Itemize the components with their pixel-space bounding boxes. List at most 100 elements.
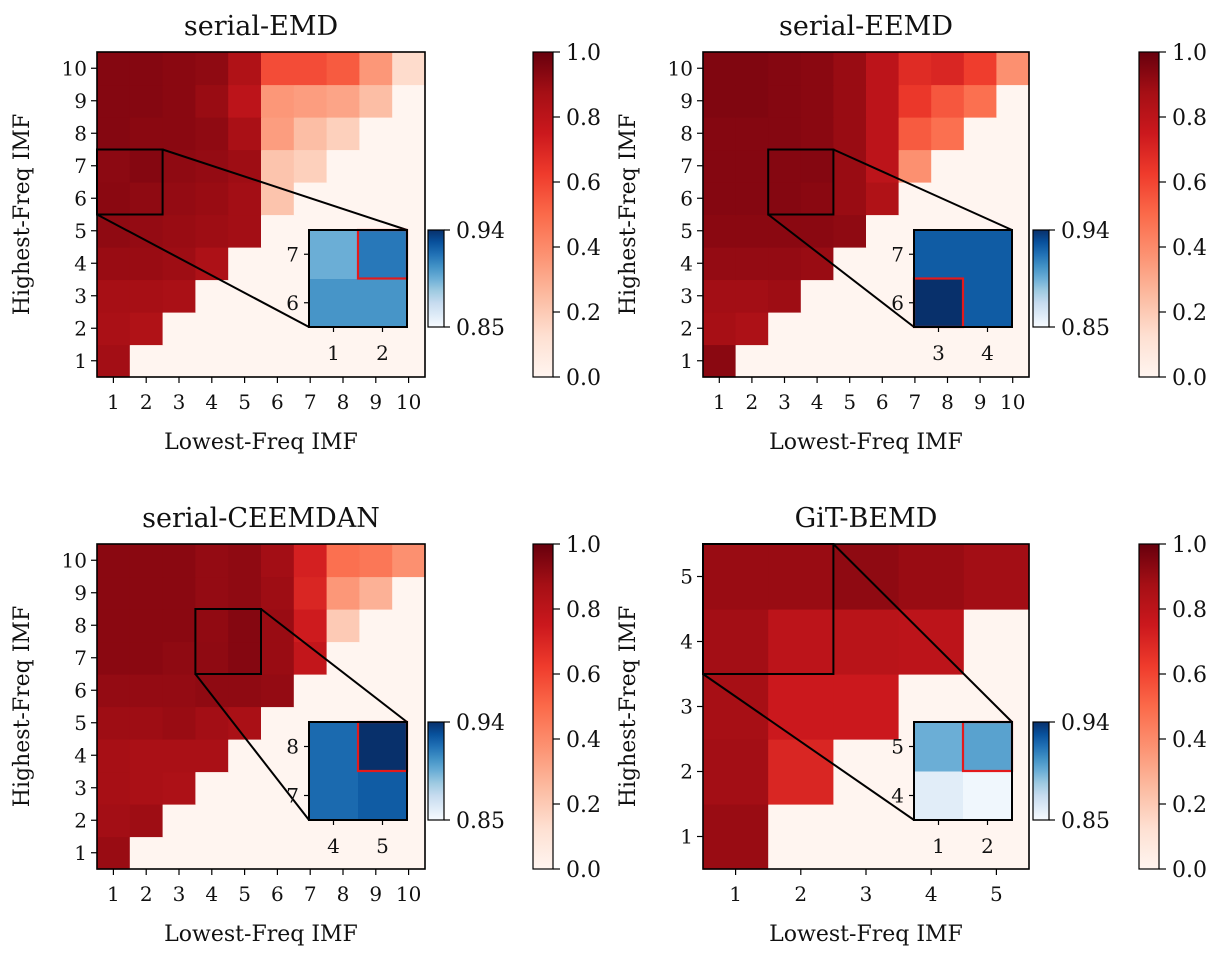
heatmap-cell (129, 84, 164, 118)
colorbar-tick-label: 0.6 (1172, 171, 1207, 196)
x-tick-label: 9 (974, 390, 987, 414)
axes-frame (96, 543, 426, 870)
heatmap-cell (898, 84, 932, 118)
heatmap-cell (768, 247, 802, 281)
heatmap-cell (392, 544, 426, 578)
heatmap-cell (996, 344, 1030, 378)
inset-x-tick-label: 3 (932, 341, 945, 365)
heatmap-cell (359, 149, 393, 183)
heatmap-cell (326, 641, 360, 675)
y-tick-label: 4 (74, 743, 87, 767)
y-tick-label: 5 (74, 219, 87, 243)
heatmap-cell (833, 52, 867, 86)
heatmap-cell (898, 117, 932, 151)
heatmap-cell (195, 641, 229, 675)
zoom-connector (702, 673, 915, 821)
x-tick-label: 5 (238, 390, 251, 414)
heatmap-cell (392, 52, 426, 86)
heatmap-cell (129, 706, 164, 740)
heatmap-cell (261, 214, 295, 248)
inset-x-tick-label: 1 (932, 834, 945, 858)
inset-colorbar-tick-label: 0.85 (1061, 316, 1110, 341)
x-tick-label: 10 (396, 390, 421, 414)
heatmap-cell (800, 52, 834, 86)
y-tick-label: 1 (74, 349, 87, 373)
heatmap-cell (326, 544, 360, 578)
y-tick-label: 9 (74, 581, 87, 605)
x-tick-label: 9 (369, 390, 382, 414)
colorbar-tick-label: 0.0 (566, 366, 601, 391)
heatmap-cell (97, 312, 131, 346)
zoom-connector (832, 148, 1013, 231)
colorbar-tick-label: 0.0 (1172, 858, 1207, 883)
chart-title: GiT-BEMD (795, 503, 938, 534)
heatmap-cell (97, 117, 131, 151)
heatmap-cell (129, 149, 164, 183)
heatmap-cell (195, 312, 229, 346)
x-tick-label: 10 (1000, 390, 1025, 414)
x-tick-label: 10 (396, 882, 421, 906)
heatmap-panel-1: 1 2 3 4 5 6 7 8 9 1012345678910serial-EMDLowest-F… (10, 11, 601, 455)
heatmap-cell (162, 312, 196, 346)
heatmap-cell (195, 52, 229, 86)
inset-colorbar (427, 721, 445, 821)
x-tick-label: 1 (107, 390, 120, 414)
inset-colorbar (1032, 229, 1050, 328)
y-tick-label: 3 (74, 776, 87, 800)
heatmap-cell (261, 279, 295, 313)
x-axis-label: Lowest-Freq IMF (164, 922, 358, 947)
x-tick-label: 2 (746, 390, 759, 414)
heatmap-cell (768, 149, 802, 183)
heatmap-cell (768, 674, 834, 740)
inset-cell (914, 278, 964, 328)
x-tick-label: 4 (811, 390, 824, 414)
heatmap-cell (833, 117, 867, 151)
x-axis-label: Lowest-Freq IMF (769, 430, 963, 455)
heatmap-cell (392, 641, 426, 675)
inset-frame (913, 229, 1013, 328)
heatmap-cell (97, 706, 131, 740)
heatmap-cell (703, 247, 737, 281)
heatmap-cell (931, 84, 965, 118)
heatmap-cell (261, 149, 295, 183)
heatmap-cell (162, 674, 196, 708)
heatmap-cell (162, 706, 196, 740)
heatmap-cell (228, 609, 262, 643)
heatmap-cell (768, 84, 802, 118)
heatmap-cell (129, 739, 164, 773)
x-tick-label: 1 (107, 882, 120, 906)
heatmap-cell (293, 836, 328, 870)
y-axis-label: Highest-Freq IMF (616, 114, 641, 315)
heatmap-cell (228, 214, 262, 248)
heatmap-cell (359, 52, 393, 86)
y-tick-label: 6 (680, 186, 693, 210)
heatmap-cell (768, 804, 834, 870)
heatmap-cell (768, 344, 802, 378)
heatmap-cell (800, 214, 834, 248)
heatmap-cell (735, 312, 769, 346)
heatmap-cell (963, 344, 997, 378)
heatmap-cell (833, 214, 867, 248)
heatmap-cell (293, 344, 328, 378)
heatmap-cell (735, 182, 769, 216)
heatmap-cell (735, 117, 769, 151)
heatmap-cell (261, 836, 295, 870)
heatmap-cell (293, 576, 328, 610)
heatmap-cell (866, 52, 900, 86)
x-tick-label: 3 (173, 882, 186, 906)
heatmap-cell (228, 279, 262, 313)
x-tick-label: 7 (304, 882, 317, 906)
x-tick-label: 9 (369, 882, 382, 906)
colorbar (1138, 543, 1160, 870)
heatmap-cell (931, 344, 965, 378)
heatmap-cell (963, 52, 997, 86)
inset-frame (913, 721, 1013, 821)
heatmap-cell (931, 117, 965, 151)
inset-colorbar-tick-label: 0.85 (456, 316, 505, 341)
y-tick-label: 5 (680, 219, 693, 243)
heatmap-cell (703, 52, 737, 86)
heatmap-cell (931, 182, 965, 216)
heatmap-cell (261, 804, 295, 838)
heatmap-cell (833, 182, 867, 216)
